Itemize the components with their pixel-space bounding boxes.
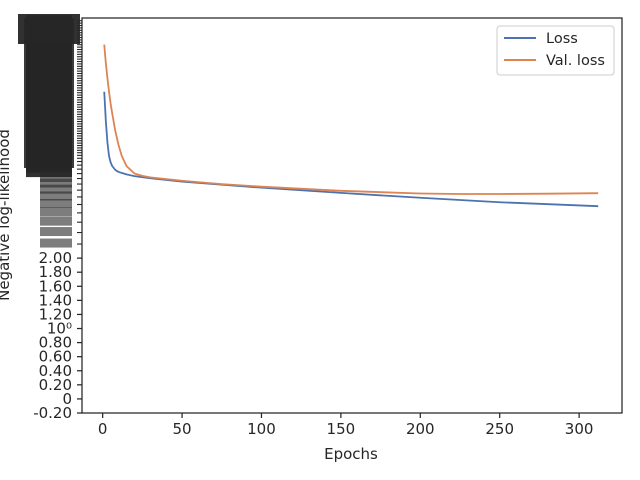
y-tick-label: 0.60 bbox=[39, 348, 72, 366]
y-tick-label: 0.40 bbox=[39, 362, 72, 380]
x-tick-label: 50 bbox=[173, 420, 192, 438]
y-tick-label: 0.80 bbox=[39, 334, 72, 352]
y-tick-label: 10⁰ bbox=[47, 320, 72, 338]
legend: Loss Val. loss bbox=[496, 25, 615, 76]
series-line-loss bbox=[103, 91, 599, 208]
illegible-y-tick-labels bbox=[18, 14, 82, 248]
y-tick-label-smear bbox=[40, 198, 72, 208]
x-tick-label: 200 bbox=[406, 420, 435, 438]
y-tick-label-smear bbox=[40, 184, 72, 194]
y-tick-label: 0.20 bbox=[39, 376, 72, 394]
y-tick-label-smear bbox=[40, 191, 72, 201]
y-tick-label-smear bbox=[40, 238, 72, 248]
y-tick-label-smear bbox=[18, 14, 80, 44]
series-layer bbox=[103, 44, 599, 208]
x-tick-label: 300 bbox=[565, 420, 594, 438]
x-tick-layer: 0 50 100 150 200 250 300 bbox=[98, 413, 594, 438]
legend-label-val-loss: Val. loss bbox=[546, 53, 605, 69]
y-tick-label: 2.00 bbox=[39, 249, 72, 267]
y-tick-label: -0.20 bbox=[33, 404, 72, 422]
y-tick-label: 1.40 bbox=[39, 291, 72, 309]
legend-label-loss: Loss bbox=[546, 31, 578, 47]
x-tick-label: 250 bbox=[485, 420, 514, 438]
y-tick-label: 0 bbox=[62, 390, 72, 408]
y-axis-title: Negative log-likelihood bbox=[0, 129, 13, 301]
y-tick-label-smear bbox=[40, 207, 72, 217]
plot-frame bbox=[81, 17, 623, 414]
y-tick-label-smear bbox=[40, 178, 72, 188]
y-tick-label-smear bbox=[40, 173, 72, 183]
y-tick-label-smear bbox=[40, 227, 72, 237]
x-tick-label: 100 bbox=[247, 420, 276, 438]
x-axis-title: Epochs bbox=[324, 445, 378, 463]
y-tick-label: 1.60 bbox=[39, 277, 72, 295]
x-tick-label: 150 bbox=[327, 420, 356, 438]
y-tick-label: 1.20 bbox=[39, 305, 72, 323]
y-tick-layer: -0.2000.200.400.600.8010⁰1.201.401.601.8… bbox=[18, 14, 82, 422]
y-tick-label: 1.80 bbox=[39, 263, 72, 281]
x-tick-label: 0 bbox=[98, 420, 108, 438]
series-line-val-loss bbox=[103, 44, 599, 195]
y-tick-label-smear bbox=[40, 216, 72, 226]
